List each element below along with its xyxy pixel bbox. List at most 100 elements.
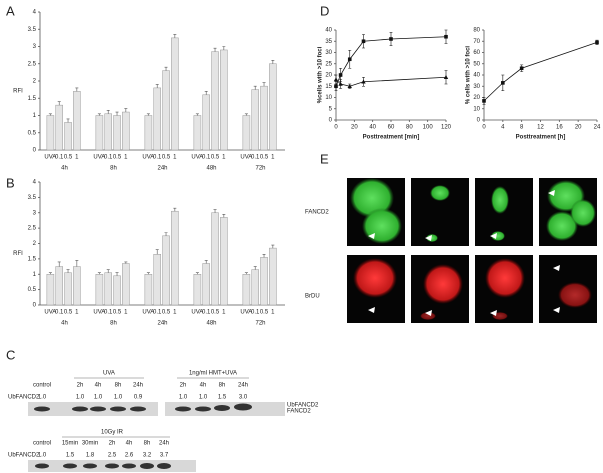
error-bar xyxy=(97,272,101,275)
series-label: 0.1 xyxy=(153,310,162,316)
error-bar xyxy=(271,60,275,64)
y-tick-label: 1.5 xyxy=(28,256,37,262)
series-label: 0.5 xyxy=(64,310,73,316)
y-tick-label: 0 xyxy=(33,148,37,154)
bar xyxy=(113,275,121,306)
row-label: UbFANCD2 xyxy=(8,395,40,401)
x-tick-label: 100 xyxy=(423,125,434,131)
series-label: UVA xyxy=(93,155,105,161)
error-bar xyxy=(124,108,128,113)
error-bar xyxy=(57,261,61,267)
band-label: FANCD2 xyxy=(287,409,311,415)
x-axis-label: Posttreatment [h] xyxy=(516,135,566,141)
y-tick-label: 35 xyxy=(325,39,332,45)
marker xyxy=(361,79,366,84)
series-label: 1 xyxy=(271,155,275,161)
x-tick-label: 24 xyxy=(594,125,601,131)
bar xyxy=(202,94,210,151)
series-label: 1 xyxy=(124,155,128,161)
marker xyxy=(501,81,505,85)
y-tick-label: 4 xyxy=(33,180,37,186)
error-bar xyxy=(262,82,266,87)
y-tick-label: 4 xyxy=(33,10,37,16)
bar xyxy=(122,263,130,306)
y-tick-label: 20 xyxy=(325,73,332,79)
group-label: 1ng/ml HMT+UVA xyxy=(189,371,237,377)
lane-label: 24h xyxy=(238,383,248,389)
y-axis-label: RFI xyxy=(13,89,23,95)
row-label: UbFANCD2 xyxy=(8,453,40,459)
bar xyxy=(171,37,179,151)
panel-letter: A xyxy=(6,3,15,18)
bar xyxy=(202,263,210,306)
error-bar xyxy=(57,101,61,106)
y-tick-label: 30 xyxy=(473,84,480,90)
y-tick-label: 0 xyxy=(477,118,481,124)
y-tick-label: 2 xyxy=(33,241,37,247)
bar xyxy=(64,122,72,151)
error-bar xyxy=(155,249,159,255)
error-bar xyxy=(115,111,119,116)
panel-letter: E xyxy=(320,151,329,166)
x-tick-label: 8 xyxy=(520,125,524,131)
x-tick-label: 4h xyxy=(61,321,68,327)
series-label: 0.1 xyxy=(104,155,113,161)
band-value: 1.0 xyxy=(38,453,47,459)
bar xyxy=(64,272,72,306)
y-tick-label: 3 xyxy=(33,44,37,50)
series-label: 1 xyxy=(75,310,79,316)
y-axis-label: %cells with >10 foci xyxy=(318,46,324,103)
x-tick-label: 12 xyxy=(537,125,544,131)
band-value: 3.7 xyxy=(160,453,169,459)
band-value: 1.0 xyxy=(114,395,123,401)
band-value: 1.0 xyxy=(94,395,103,401)
bar xyxy=(220,217,228,306)
series-label: 1 xyxy=(271,310,275,316)
y-tick-label: 20 xyxy=(473,95,480,101)
series-label: UVA xyxy=(240,155,252,161)
bar xyxy=(171,210,179,306)
error-bar xyxy=(195,272,199,275)
error-bar xyxy=(222,213,226,218)
panel-letter: B xyxy=(6,175,15,190)
series-label: 0.5 xyxy=(211,310,220,316)
bar xyxy=(211,51,219,151)
x-tick-label: 20 xyxy=(575,125,582,131)
series-label: 0.5 xyxy=(211,155,220,161)
bar xyxy=(251,269,259,306)
data-line xyxy=(335,76,447,87)
error-bar xyxy=(195,113,199,116)
series-label: 0.1 xyxy=(55,155,64,161)
x-tick-label: 4h xyxy=(61,166,68,172)
y-tick-label: 80 xyxy=(473,28,480,34)
error-bar xyxy=(48,272,52,275)
y-tick-label: 2.5 xyxy=(28,61,37,67)
bar xyxy=(193,115,202,151)
lane-label: 4h xyxy=(200,383,207,389)
x-tick-label: 40 xyxy=(369,125,376,131)
panel-letter: C xyxy=(6,347,15,362)
series-label: 0.5 xyxy=(113,310,122,316)
bar xyxy=(104,272,112,306)
series-label: 0.1 xyxy=(251,155,260,161)
x-tick-label: 120 xyxy=(441,125,452,131)
series-label: 0.5 xyxy=(113,155,122,161)
bar xyxy=(55,104,63,151)
marker xyxy=(389,37,393,41)
bar xyxy=(211,212,219,306)
lane-label: 8h xyxy=(219,383,226,389)
series-label: 1 xyxy=(173,310,177,316)
marker xyxy=(347,84,352,89)
band-label: UbFANCD2 xyxy=(287,403,319,409)
series-label: 0.1 xyxy=(153,155,162,161)
blot-image xyxy=(28,402,285,472)
y-tick-label: 3 xyxy=(33,210,37,216)
y-axis-label: % cells with >10 foci xyxy=(466,46,472,105)
series-label: 0.1 xyxy=(104,310,113,316)
marker xyxy=(333,77,339,82)
error-bar xyxy=(66,118,70,123)
bar xyxy=(153,254,161,306)
bar xyxy=(73,91,81,151)
series-label: 1 xyxy=(124,310,128,316)
series-label: 0.5 xyxy=(260,310,269,316)
